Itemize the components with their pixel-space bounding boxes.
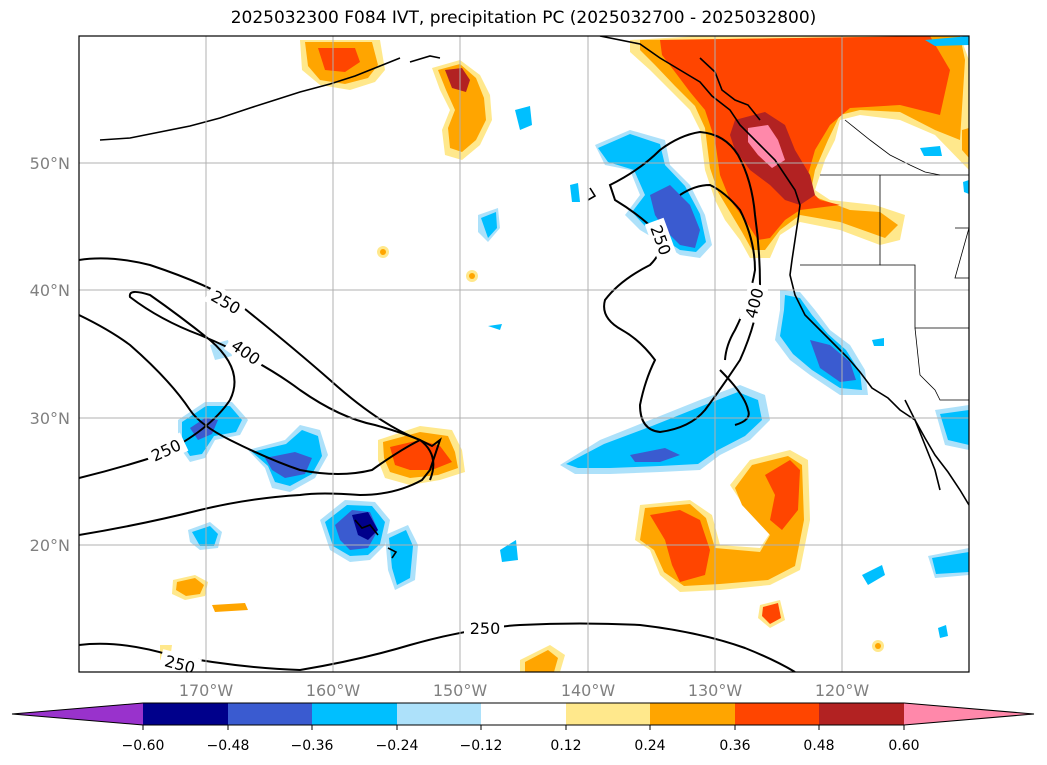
colorbar-tick: 0.36 (719, 738, 750, 754)
lat-label: 50°N (30, 154, 70, 173)
colorbar-extend-high (904, 703, 1034, 725)
map-plot-area: 250 400 250 250 400 250 250 (79, 36, 969, 677)
contour-label: 250 (470, 619, 501, 638)
colorbar-tick: −0.12 (460, 738, 503, 754)
graticule (79, 36, 969, 672)
lon-label: 170°W (179, 681, 234, 700)
lon-label: 140°W (561, 681, 616, 700)
map-frame (78, 35, 970, 673)
lat-label: 30°N (30, 409, 70, 428)
colorbar-tick: −0.24 (376, 738, 419, 754)
lon-label: 130°W (688, 681, 743, 700)
colorbar-tick: 0.48 (803, 738, 834, 754)
colorbar-tick: −0.48 (207, 738, 250, 754)
lat-label: 20°N (30, 536, 70, 555)
colorbar-tick: −0.60 (122, 738, 165, 754)
colorbar-tick: 0.24 (634, 738, 665, 754)
lon-label: 120°W (815, 681, 870, 700)
colorbar-tick: 0.12 (550, 738, 581, 754)
contour-label: 250 (163, 651, 197, 677)
colorbar-extend-low (12, 703, 143, 725)
colorbar: −0.60 −0.48 −0.36 −0.24 −0.12 0.12 0.24 … (11, 702, 1035, 754)
lon-label: 150°W (433, 681, 488, 700)
colorbar-tick: −0.36 (291, 738, 334, 754)
longitude-labels: 170°W 160°W 150°W 140°W 130°W 120°W (179, 681, 870, 700)
state-borders (800, 119, 969, 401)
colorbar-tick: 0.60 (888, 738, 919, 754)
map-title: 2025032300 F084 IVT, precipitation PC (2… (230, 8, 817, 28)
latitude-labels: 50°N 40°N 30°N 20°N (30, 154, 70, 555)
lon-label: 160°W (306, 681, 361, 700)
lat-label: 40°N (30, 281, 70, 300)
